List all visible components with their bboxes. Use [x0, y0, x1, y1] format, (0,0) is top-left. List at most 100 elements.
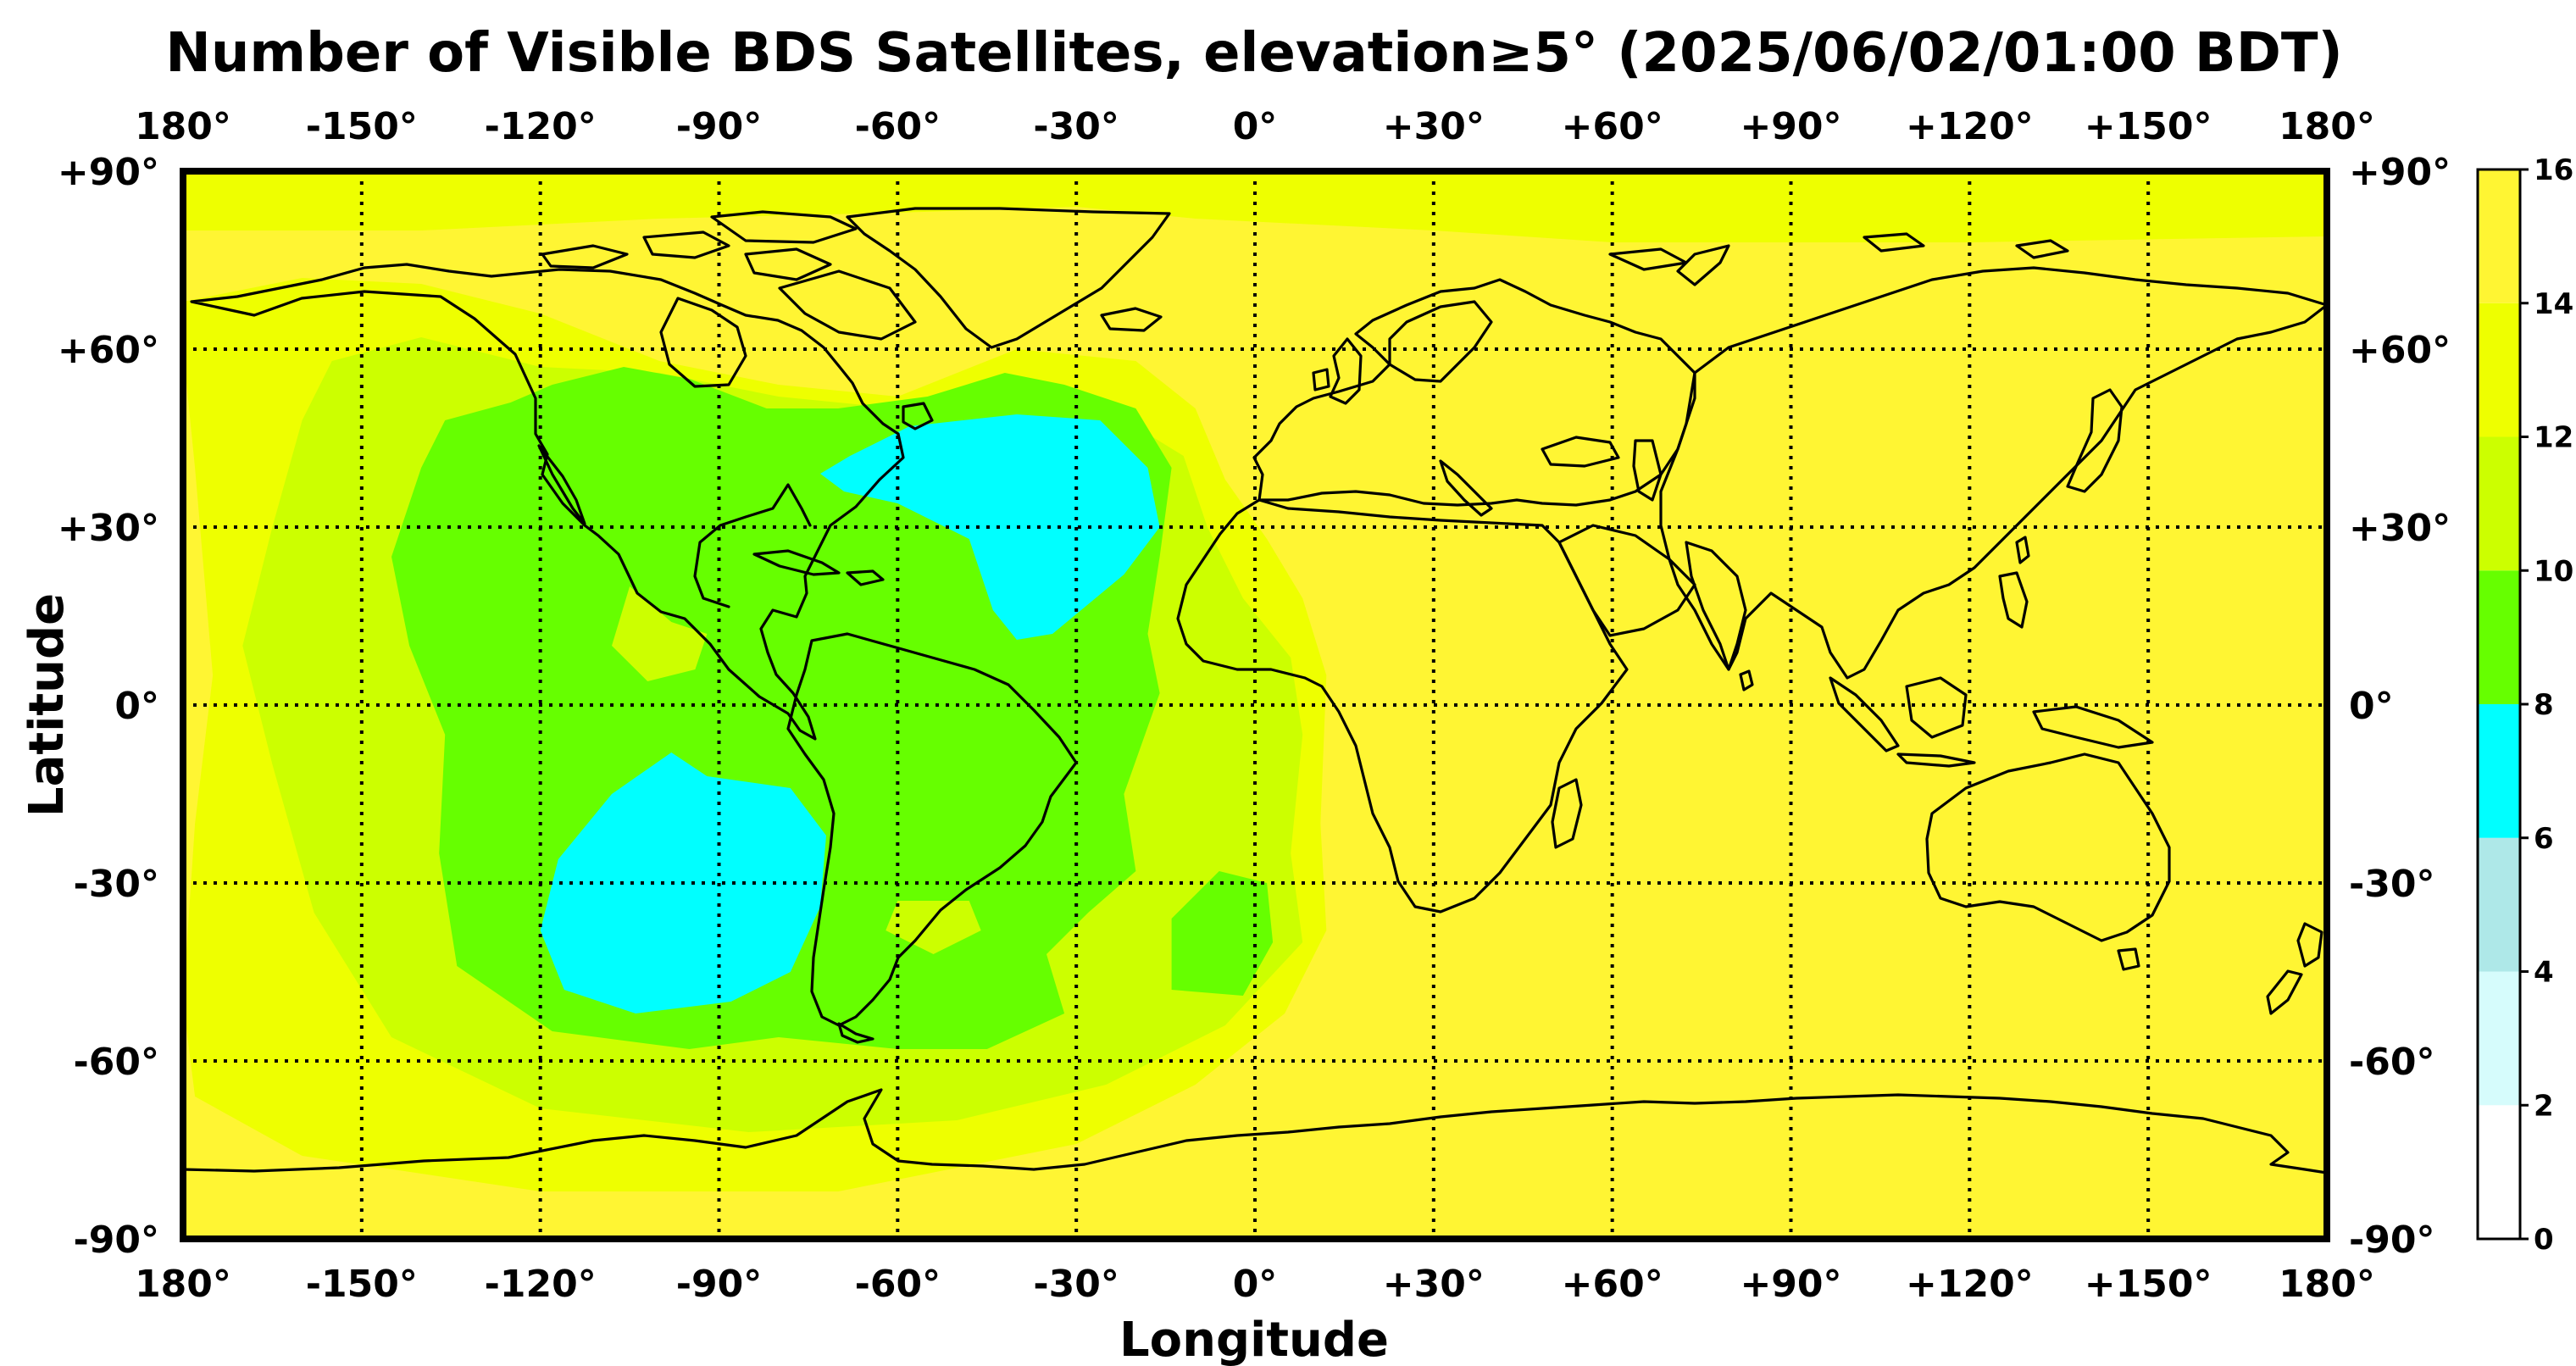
top-lon-tick-label: -120°	[485, 105, 597, 148]
top-lon-tick-label: 180°	[2279, 105, 2375, 148]
colorbar: 0 2 4 6 8 10 12 14 16	[2476, 153, 2573, 1257]
left-lat-tick-label: +60°	[58, 329, 159, 372]
bottom-lon-tick-label: +60°	[1562, 1263, 1663, 1306]
visibility-regions	[183, 171, 2327, 1191]
coastline-africa	[1176, 498, 1629, 913]
coastline-iceland	[1100, 307, 1163, 332]
bottom-lon-tick-label: 180°	[2279, 1263, 2375, 1306]
coastline-australia	[1925, 752, 2171, 942]
colorbar-tick-label: 14	[2534, 287, 2573, 321]
top-lon-tick-label: -90°	[676, 105, 763, 148]
coastline-madagascar	[1551, 778, 1583, 849]
left-lat-tick-label: -90°	[74, 1219, 160, 1262]
top-lon-tick-label: -30°	[1033, 105, 1119, 148]
left-lat-tick-label: -60°	[74, 1041, 160, 1084]
colorbar-tick-label: 0	[2534, 1223, 2554, 1257]
bottom-lon-tick-label: -150°	[306, 1263, 418, 1306]
coastline-novaya-zemlya	[1676, 244, 1730, 286]
bottom-lon-tick-label: -60°	[855, 1263, 941, 1306]
top-lon-tick-label: -60°	[855, 105, 941, 148]
coastline-new-guinea	[2032, 705, 2154, 749]
visibility-region-5	[886, 901, 981, 954]
right-lat-tick-label: -30°	[2349, 863, 2435, 906]
left-latitude-tick-labels: +90° +60° +30° 0° -30° -60° -90°	[58, 151, 159, 1262]
bottom-lon-tick-label: +30°	[1383, 1263, 1485, 1306]
coastline-java	[1896, 752, 1976, 768]
top-lon-tick-label: +30°	[1383, 105, 1485, 148]
coastline-baja-california	[537, 444, 586, 525]
coastline-scandinavia	[1388, 300, 1493, 383]
coastline-arctic-islands-3	[744, 247, 832, 281]
coastline-arabia	[1557, 524, 1696, 637]
gridlines	[183, 171, 2327, 1239]
top-lon-tick-label: +150°	[2085, 105, 2212, 148]
chart-title: Number of Visible BDS Satellites, elevat…	[165, 22, 2342, 85]
bottom-lon-tick-label: 0°	[1233, 1263, 1278, 1306]
x-axis-label: Longitude	[1119, 1313, 1389, 1366]
coastline-japan	[2066, 388, 2124, 493]
left-lat-tick-label: 0°	[114, 685, 159, 728]
visibility-region-4	[1171, 871, 1274, 996]
right-lat-tick-label: +90°	[2349, 151, 2451, 194]
bottom-lon-tick-label: +150°	[2085, 1263, 2212, 1306]
top-lon-tick-label: 180°	[135, 105, 231, 148]
colorbar-tick-label: 10	[2534, 554, 2573, 588]
colorbar-band-7	[2478, 169, 2520, 303]
coastline-italy	[1439, 459, 1493, 517]
colorbar-tick-label: 2	[2534, 1089, 2554, 1123]
colorbar-tick-label: 8	[2534, 688, 2554, 722]
coastline-philippines	[1998, 571, 2029, 629]
bottom-lon-tick-label: +90°	[1740, 1263, 1841, 1306]
bottom-lon-tick-label: 180°	[135, 1263, 231, 1306]
top-lon-tick-label: 0°	[1233, 105, 1278, 148]
right-lat-tick-label: +30°	[2349, 507, 2451, 550]
coastline-caspian	[1632, 439, 1663, 502]
right-lat-tick-label: 0°	[2349, 685, 2394, 728]
top-lon-tick-label: +60°	[1562, 105, 1663, 148]
coastline-florida-gulf	[693, 483, 812, 608]
bottom-longitude-tick-labels: 180° -150° -120° -90° -60° -30° 0° +30° +60° +90°…	[135, 1263, 2375, 1306]
coastline-greenland	[846, 207, 1171, 349]
coastline-south-america	[786, 632, 1078, 1027]
left-lat-tick-label: +30°	[58, 507, 159, 550]
bottom-lon-tick-label: -90°	[676, 1263, 763, 1306]
coastline-sumatra	[1829, 676, 1900, 752]
colorbar-band-4	[2478, 570, 2520, 704]
visibility-region-6	[612, 586, 708, 681]
top-lon-tick-label: -150°	[306, 105, 418, 148]
left-lat-tick-label: -30°	[74, 863, 160, 906]
coastline-ellesmere	[710, 210, 858, 244]
coastline-asia	[1659, 266, 2327, 680]
coastline-india	[1685, 541, 1747, 671]
coastline-taiwan	[2015, 536, 2030, 564]
colorbar-band-3	[2478, 704, 2520, 838]
coastline-antarctica	[183, 1088, 2327, 1174]
top-lon-tick-label: +90°	[1740, 105, 1841, 148]
visibility-region-7	[820, 414, 1160, 640]
top-lon-tick-label: +120°	[1906, 105, 2034, 148]
colorbar-band-1	[2478, 971, 2520, 1106]
bottom-lon-tick-label: -120°	[485, 1263, 597, 1306]
colorbar-band-6	[2478, 303, 2520, 437]
coastline-british-isles	[1312, 337, 1363, 405]
coastline-north-america	[190, 263, 905, 741]
colorbar-band-5	[2478, 436, 2520, 571]
coastline-sri-lanka	[1739, 669, 1754, 691]
coastline-baffin-island	[778, 269, 917, 341]
colorbar-tick-label: 16	[2534, 153, 2573, 187]
colorbar-tick-label: 12	[2534, 421, 2573, 455]
right-latitude-tick-labels: +90° +60° +30° 0° -30° -60° -90°	[2349, 151, 2451, 1262]
coastline-borneo	[1905, 676, 1968, 739]
coastline-arctic-islands-2	[642, 230, 730, 259]
left-lat-tick-label: +90°	[58, 151, 159, 194]
coastline-cuba	[752, 549, 841, 576]
right-lat-tick-label: +60°	[2349, 329, 2451, 372]
bottom-lon-tick-label: -30°	[1033, 1263, 1119, 1306]
coastline-arctic-islands-1	[541, 244, 629, 269]
coastline-newfoundland	[902, 402, 934, 430]
map-frame	[180, 168, 2330, 1242]
bottom-lon-tick-label: +120°	[1906, 1263, 2034, 1306]
colorbar-band-2	[2478, 837, 2520, 972]
colorbar-band-0	[2478, 1105, 2520, 1239]
